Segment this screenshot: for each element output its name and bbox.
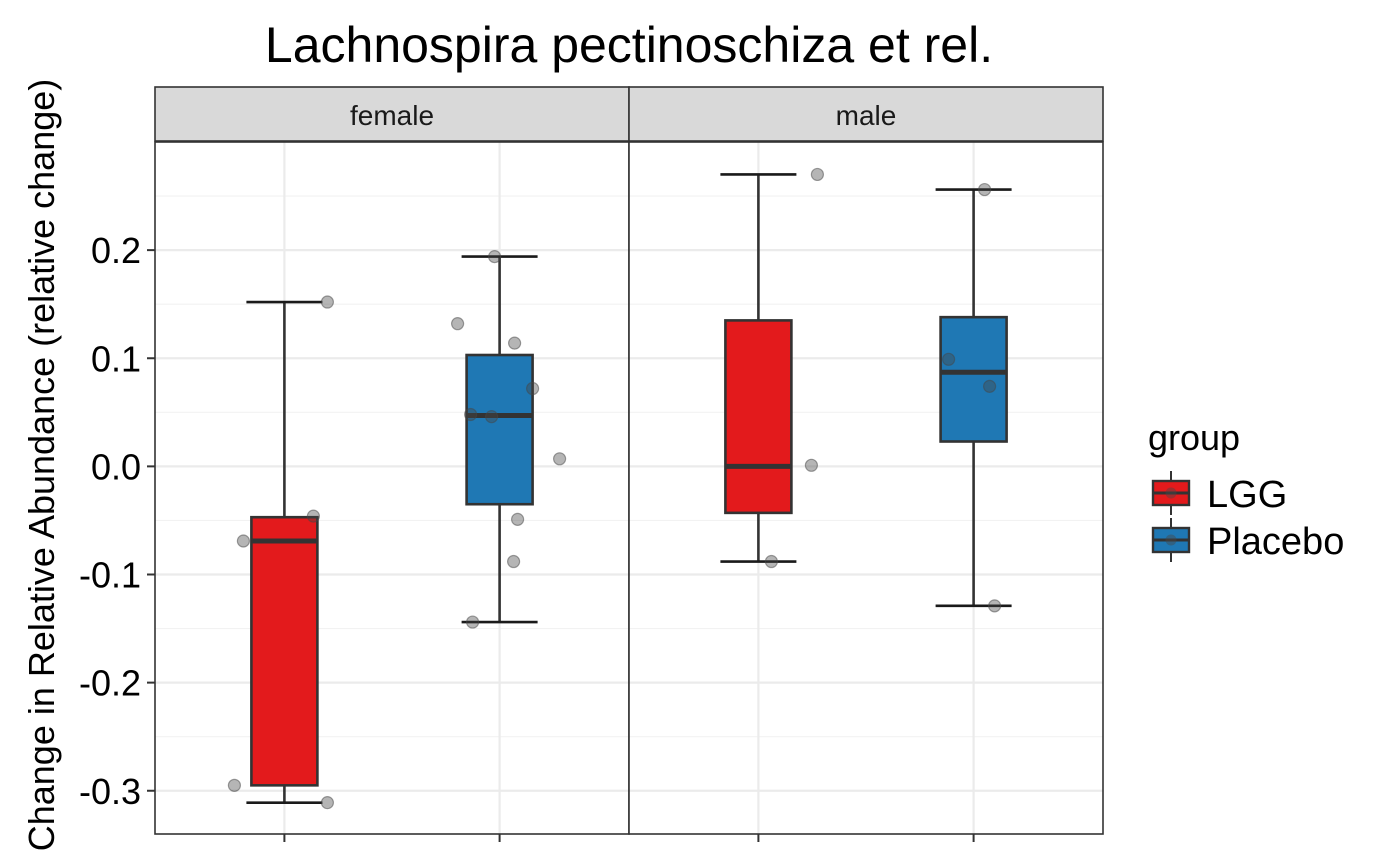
panel-background [629, 142, 1103, 834]
legend-entry-Placebo: Placebo [1151, 518, 1344, 563]
data-point [510, 512, 525, 526]
data-point [506, 554, 521, 569]
data-point [320, 796, 335, 810]
data-point [987, 599, 1002, 613]
facet-panel-male: male [628, 86, 1104, 835]
boxplot-female-Placebo [450, 250, 567, 629]
box-iqr [250, 515, 319, 787]
legend-title: group [1148, 417, 1240, 458]
facet-strip-label: female [350, 100, 434, 131]
data-point [507, 336, 522, 350]
legend-entry-LGG: LGG [1151, 471, 1287, 516]
facet-strip [154, 86, 630, 142]
y-axis-ticks: 0.2 0.1 0.0 -0.1 -0.2 -0.3 [79, 230, 155, 812]
panel-background [155, 142, 629, 834]
data-point [484, 410, 499, 424]
y-tick-label: 0.1 [91, 338, 141, 379]
data-point [764, 554, 779, 569]
boxplot-male-Placebo [935, 182, 1012, 613]
box-iqr [939, 315, 1008, 443]
data-point [552, 452, 567, 466]
data-point [463, 407, 478, 422]
data-point [450, 317, 465, 331]
legend-label: LGG [1207, 474, 1287, 516]
data-point [977, 182, 992, 197]
data-point [810, 167, 825, 182]
data-point [236, 534, 251, 548]
data-point [227, 778, 242, 792]
legend-key-point [1165, 534, 1177, 546]
legend-key-point [1165, 487, 1177, 499]
data-point [941, 352, 956, 366]
boxplot-male-LGG [720, 167, 825, 569]
chart-title: Lachnospira pectinoschiza et rel. [265, 17, 993, 73]
data-point [982, 379, 997, 393]
y-tick-label: -0.1 [79, 555, 141, 596]
legend-label: Placebo [1207, 521, 1344, 563]
box-iqr [724, 319, 793, 515]
facet-panel-female: female [154, 86, 630, 835]
legend: group LGG Placebo [1148, 417, 1344, 563]
y-tick-label: -0.3 [79, 771, 141, 812]
data-point [525, 381, 540, 396]
box-iqr [465, 353, 534, 506]
facet-strip [628, 86, 1104, 142]
panel-border [628, 141, 1104, 835]
facet-strip-label: male [836, 100, 897, 131]
data-point [465, 615, 480, 629]
y-tick-label: -0.2 [79, 663, 141, 704]
boxplot-female-LGG [227, 295, 335, 810]
data-point [487, 250, 502, 264]
data-point [320, 295, 335, 309]
facet-panels: female male [154, 86, 1104, 842]
y-tick-label: 0.0 [91, 446, 141, 487]
data-point [804, 458, 819, 472]
y-axis-title: Change in Relative Abundance (relative c… [21, 79, 62, 852]
y-tick-label: 0.2 [91, 230, 141, 271]
data-point [306, 509, 321, 523]
